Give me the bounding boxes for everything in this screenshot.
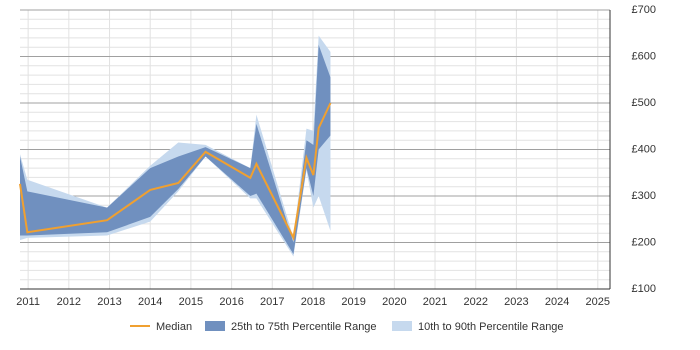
y-tick-label: £200	[632, 236, 656, 248]
y-tick-label: £700	[632, 4, 656, 16]
x-tick-label: 2014	[138, 296, 162, 308]
legend-label: Median	[156, 321, 192, 333]
x-tick-label: 2025	[586, 296, 610, 308]
y-tick-label: £300	[632, 190, 656, 202]
range-band	[20, 35, 331, 257]
y-tick-label: £100	[632, 283, 656, 295]
median-line	[19, 102, 332, 242]
y-tick-label: £600	[632, 50, 656, 62]
legend-swatch	[205, 321, 225, 331]
legend-label: 25th to 75th Percentile Range	[231, 321, 377, 333]
x-tick-label: 2013	[97, 296, 121, 308]
range-band	[20, 44, 331, 255]
x-tick-label: 2015	[179, 296, 203, 308]
x-tick-label: 2012	[57, 296, 81, 308]
x-tick-label: 2018	[301, 296, 325, 308]
x-tick-label: 2017	[260, 296, 284, 308]
y-tick-label: £500	[632, 97, 656, 109]
x-tick-label: 2023	[504, 296, 528, 308]
x-tick-label: 2011	[16, 296, 40, 308]
legend-label: 10th to 90th Percentile Range	[418, 321, 564, 333]
x-tick-label: 2022	[463, 296, 487, 308]
y-tick-label: £400	[632, 143, 656, 155]
x-tick-label: 2021	[423, 296, 447, 308]
x-tick-label: 2016	[219, 296, 243, 308]
legend-swatch	[392, 321, 412, 331]
x-tick-label: 2024	[545, 296, 569, 308]
x-tick-label: 2019	[341, 296, 365, 308]
x-tick-label: 2020	[382, 296, 406, 308]
